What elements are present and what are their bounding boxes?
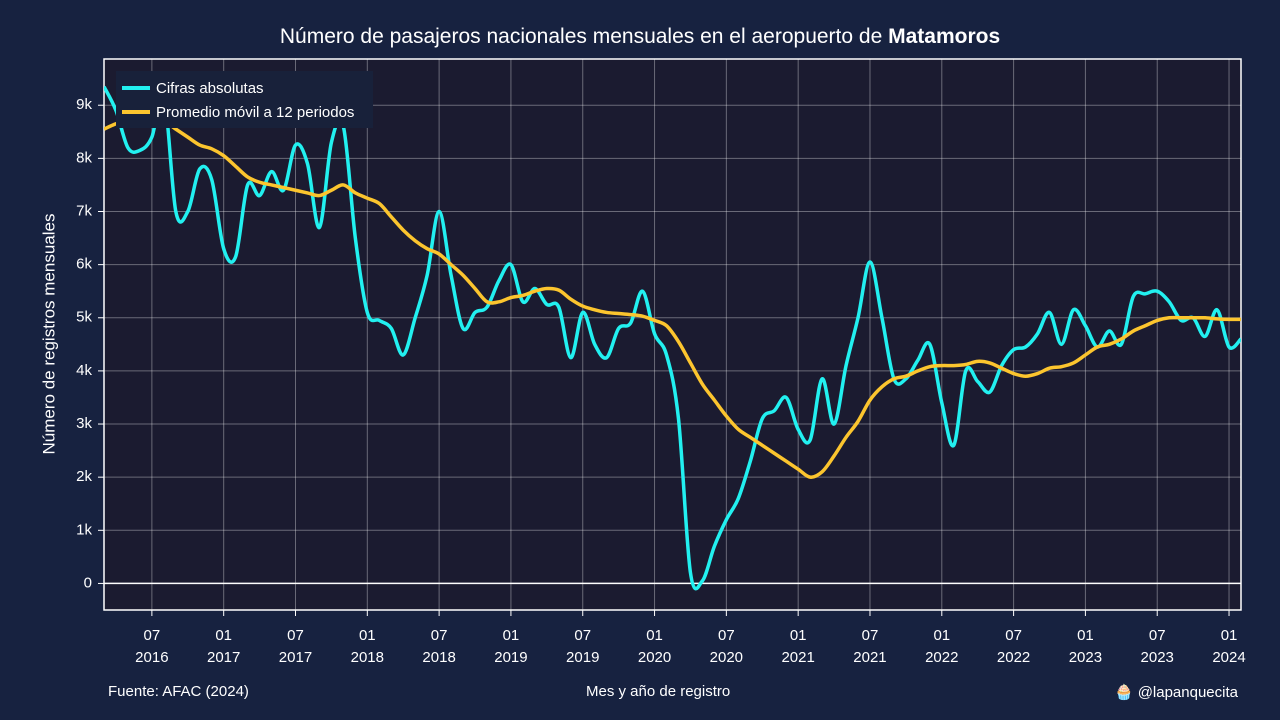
x-tick-label: 01 2020 — [637, 627, 672, 666]
legend-label: Promedio móvil a 12 periodos — [156, 104, 354, 121]
y-tick-label: 6k — [76, 256, 92, 273]
x-tick-label: 01 2021 — [781, 627, 815, 666]
x-tick-label: 01 2022 — [925, 627, 959, 666]
series-line — [104, 85, 1241, 591]
title-part: Número de pasajeros nacionales mensuales… — [280, 25, 888, 48]
x-tick-label: 07 2016 — [135, 627, 169, 666]
y-axis-label: Número de registros mensuales — [39, 214, 58, 455]
source: Fuente: AFAC (2024) — [108, 683, 249, 700]
x-tick-label: 01 2018 — [350, 627, 384, 666]
y-tick-label: 9k — [76, 96, 92, 113]
x-tick-label: 07 2017 — [278, 627, 313, 666]
x-tick-label: 07 2023 — [1140, 627, 1174, 666]
legend-box — [116, 71, 373, 128]
x-tick-label: 01 2023 — [1068, 627, 1103, 666]
credit: 🧁 @lapanquecita — [1114, 684, 1238, 701]
x-tick-label: 07 2021 — [853, 627, 887, 666]
y-tick-label: 2k — [76, 468, 92, 485]
x-tick-label: 07 2018 — [422, 627, 456, 666]
x-tick-label: 07 2020 — [709, 627, 744, 666]
y-tick-label: 3k — [76, 415, 92, 432]
y-tick-label: 5k — [76, 309, 92, 326]
y-tick-label: 0 — [84, 574, 92, 591]
x-tick-label: 01 2017 — [206, 627, 241, 666]
series-line — [104, 119, 1241, 479]
x-tick-label: 07 2022 — [996, 627, 1031, 666]
x-tick-label: 07 2019 — [566, 627, 600, 666]
y-tick-label: 8k — [76, 149, 92, 166]
x-tick-label: 01 2019 — [494, 627, 528, 666]
y-tick-label: 4k — [76, 362, 92, 379]
y-tick-label: 1k — [76, 521, 92, 538]
y-tick-label: 7k — [76, 202, 92, 219]
x-tick-label: 01 2024 — [1212, 627, 1246, 666]
title-bold: Matamoros — [888, 25, 1000, 48]
x-axis-label: Mes y año de registro — [586, 683, 731, 700]
chart-title: Número de pasajeros nacionales mensuales… — [280, 25, 1000, 48]
legend-label: Cifras absolutas — [156, 80, 264, 97]
